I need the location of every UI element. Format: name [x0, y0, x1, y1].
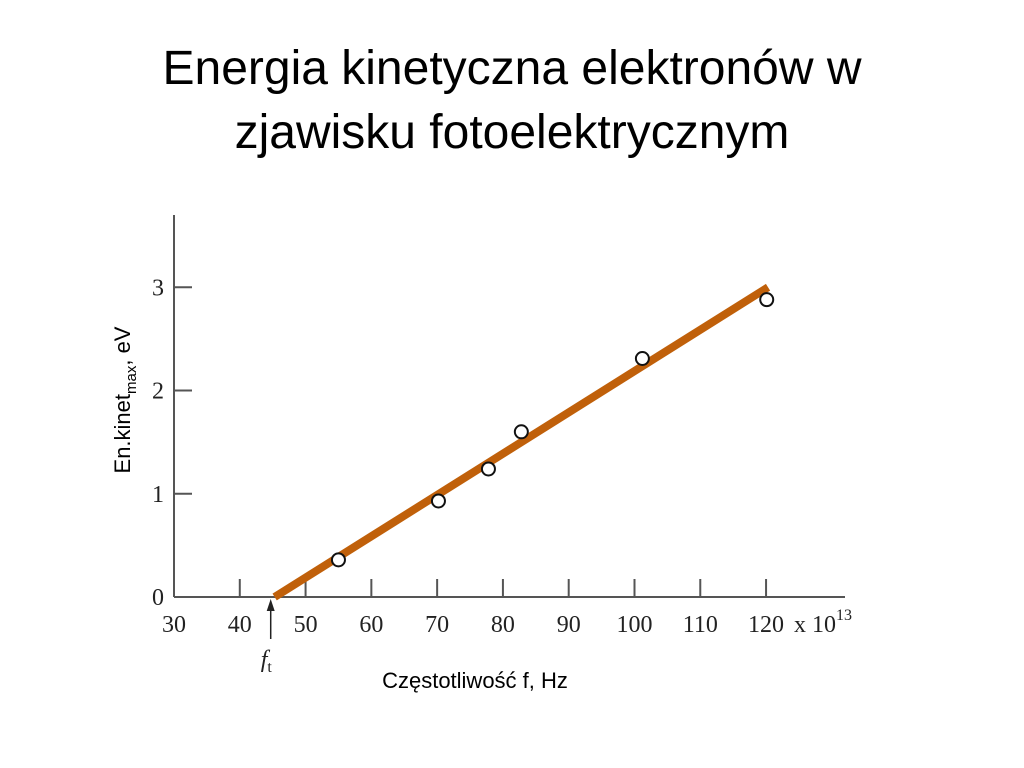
x-unit-exponent: 13 [836, 607, 852, 624]
y-tick-label: 2 [152, 379, 164, 405]
data-point [759, 292, 775, 308]
data-point [480, 461, 496, 477]
x-tick-label: 40 [228, 612, 252, 638]
x-tick-label: 70 [425, 612, 449, 638]
y-label-subscript: max [123, 365, 140, 394]
chart-title: zjawisku fotoelektrycznym [235, 106, 790, 159]
data-point [330, 552, 346, 568]
x-tick-label: 120 [748, 612, 784, 638]
x-tick-label: 80 [491, 612, 515, 638]
x-tick-label: 60 [359, 612, 383, 638]
y-axis-label: En.kinetmax, eV [110, 326, 140, 473]
fit-line [272, 283, 771, 601]
x-unit: x 1013 [794, 607, 852, 638]
y-label-suffix: , eV [110, 326, 135, 365]
data-point [430, 493, 446, 509]
threshold-arrowhead [266, 599, 275, 611]
data-point [634, 351, 650, 367]
threshold-label: ft [261, 647, 273, 676]
x-tick-label: 100 [616, 612, 652, 638]
x-axis-label: Częstotliwość f, Hz [382, 668, 568, 693]
chart-title: Energia kinetyczna elektronów w [162, 42, 861, 95]
data-point [513, 424, 529, 440]
threshold-label-text: f [261, 647, 271, 673]
y-tick-label: 0 [152, 585, 164, 611]
x-tick-label: 30 [162, 612, 186, 638]
y-label-text: En.kinet [110, 394, 135, 474]
y-tick-label: 1 [152, 482, 164, 508]
x-tick-label: 110 [683, 612, 718, 638]
x-tick-label: 90 [557, 612, 581, 638]
y-tick-label: 3 [152, 275, 164, 301]
x-unit-text: x 10 [794, 612, 836, 638]
x-tick-label: 50 [294, 612, 318, 638]
threshold-label-subscript: t [267, 659, 272, 676]
